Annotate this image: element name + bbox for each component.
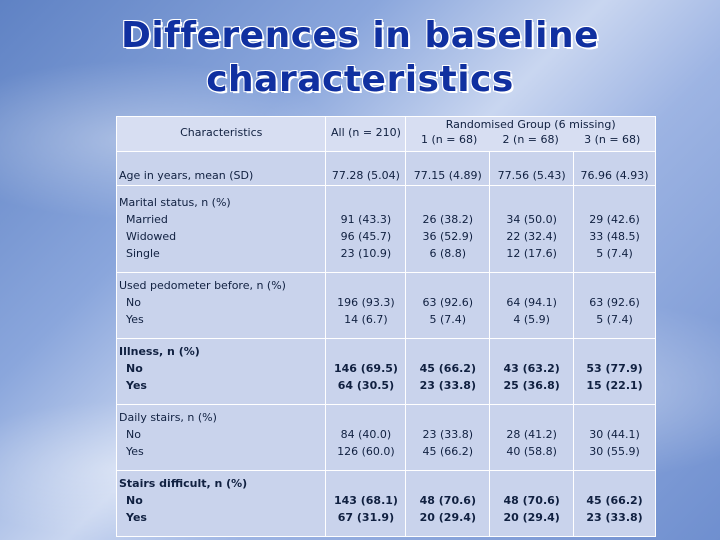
table-row-stairs-difficult: Stairs difficult, n (%) No Yes 143 (68.1… [115, 470, 656, 537]
cell-group-2: 48 (70.6) [503, 494, 560, 507]
cell-group-1: 23 (33.8) [419, 379, 476, 392]
cell-all: 77.28 (5.04) [331, 169, 400, 182]
row-label: Yes [126, 445, 144, 458]
header-all: All (n = 210) [325, 116, 407, 152]
row-label: Widowed [126, 230, 177, 243]
slide-title: Differences in baseline characteristics [0, 14, 720, 102]
cell-group-1: 26 (38.2) [422, 213, 474, 226]
table-header-row: Characteristics All (n = 210) Randomised… [115, 116, 656, 152]
section-label: Used pedometer before, n (%) [119, 279, 286, 292]
cell-group-1: 45 (66.2) [419, 362, 476, 375]
cell-group-1: 63 (92.6) [422, 296, 474, 309]
slide-title-line2: characteristics [206, 59, 514, 100]
row-label: Yes [126, 313, 144, 326]
cell-group-3: 63 (92.6) [589, 296, 640, 309]
cell-group-2: 28 (41.2) [506, 428, 557, 441]
cell-group-1: 5 (7.4) [429, 313, 467, 326]
cell-group-1: 23 (33.8) [422, 428, 474, 441]
header-group-1: 1 (n = 68) [421, 133, 478, 146]
row-label: No [126, 296, 141, 309]
cell-group-2: 4 (5.9) [513, 313, 550, 326]
cell-group-3: 76.96 (4.93) [580, 169, 649, 182]
table-row-used-pedometer: Used pedometer before, n (%) No Yes 196 … [115, 272, 656, 339]
cell-group-3: 53 (77.9) [586, 362, 643, 375]
cell-all: 126 (60.0) [337, 445, 395, 458]
cell-group-2: 77.56 (5.43) [497, 169, 566, 182]
section-label: Daily stairs, n (%) [119, 411, 217, 424]
cell-all: 14 (6.7) [344, 313, 388, 326]
cell-all: 64 (30.5) [337, 379, 395, 392]
cell-all: 67 (31.9) [337, 511, 395, 524]
slide-title-line1: Differences in baseline [120, 15, 600, 56]
header-group-2: 2 (n = 68) [502, 133, 559, 146]
row-label: Yes [126, 379, 147, 392]
header-characteristics: Characteristics [115, 116, 327, 152]
header-group-title: Randomised Group (6 missing) [445, 118, 616, 131]
cell-group-2: 34 (50.0) [506, 213, 557, 226]
row-label: Married [126, 213, 168, 226]
header-randomised-group: Randomised Group (6 missing) 1 (n = 68) … [405, 116, 656, 152]
cell-all: 96 (45.7) [340, 230, 392, 243]
row-label: No [126, 494, 143, 507]
cell-group-1: 77.15 (4.89) [413, 169, 482, 182]
cell-group-1: 45 (66.2) [422, 445, 474, 458]
cell-group-3: 5 (7.4) [596, 313, 633, 326]
cell-group-3: 5 (7.4) [596, 247, 633, 260]
table-row-marital-status: Marital status, n (%) Married Widowed Si… [115, 185, 656, 273]
cell-group-2: 20 (29.4) [503, 511, 560, 524]
section-label: Marital status, n (%) [119, 196, 231, 209]
cell-group-2: 64 (94.1) [506, 296, 557, 309]
cell-group-1: 6 (8.8) [429, 247, 467, 260]
cell-group-3: 15 (22.1) [586, 379, 643, 392]
header-group-3: 3 (n = 68) [584, 133, 641, 146]
cell-group-1: 36 (52.9) [422, 230, 474, 243]
cell-group-2: 25 (36.8) [503, 379, 560, 392]
cell-group-3: 23 (33.8) [586, 511, 643, 524]
row-label: Age in years, mean (SD) [119, 169, 254, 182]
cell-group-3: 45 (66.2) [586, 494, 643, 507]
row-label: Single [126, 247, 160, 260]
cell-all: 23 (10.9) [340, 247, 392, 260]
table-row-age: Age in years, mean (SD) 77.28 (5.04) 77.… [115, 151, 656, 186]
table-row-daily-stairs: Daily stairs, n (%) No Yes 84 (40.0) 126… [115, 404, 656, 471]
cell-group-2: 22 (32.4) [506, 230, 557, 243]
cell-group-3: 33 (48.5) [589, 230, 640, 243]
cell-group-1: 20 (29.4) [419, 511, 476, 524]
cell-group-2: 40 (58.8) [506, 445, 557, 458]
section-label: Stairs difficult, n (%) [119, 477, 248, 490]
cell-group-2: 43 (63.2) [503, 362, 560, 375]
section-label: Illness, n (%) [119, 345, 200, 358]
cell-group-2: 12 (17.6) [506, 247, 557, 260]
cell-all: 146 (69.5) [333, 362, 398, 375]
table-row-illness: Illness, n (%) No Yes 146 (69.5) 64 (30.… [115, 338, 656, 405]
cell-group-1: 48 (70.6) [419, 494, 476, 507]
cell-all: 91 (43.3) [340, 213, 392, 226]
cell-group-3: 30 (44.1) [589, 428, 640, 441]
row-label: Yes [126, 511, 147, 524]
cell-all: 84 (40.0) [340, 428, 392, 441]
cell-all: 196 (93.3) [337, 296, 395, 309]
cell-all: 143 (68.1) [333, 494, 398, 507]
row-label: No [126, 428, 141, 441]
baseline-table: Characteristics All (n = 210) Randomised… [115, 116, 656, 537]
row-label: No [126, 362, 143, 375]
cell-group-3: 30 (55.9) [589, 445, 640, 458]
cell-group-3: 29 (42.6) [589, 213, 640, 226]
